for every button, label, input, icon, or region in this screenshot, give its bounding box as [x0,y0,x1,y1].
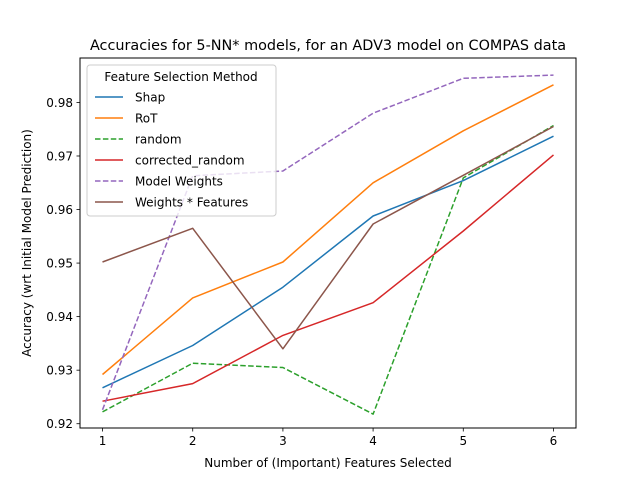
x-tick-label: 2 [189,434,197,448]
y-tick-label: 0.94 [46,310,73,324]
legend-label: corrected_random [135,154,245,168]
x-axis: 1 2 3 4 5 6 [99,428,558,448]
y-tick-label: 0.96 [46,203,73,217]
chart-title: Accuracies for 5-NN* models, for an ADV3… [90,38,566,54]
y-tick-label: 0.93 [46,364,73,378]
legend-label: random [135,133,182,147]
y-axis: 0.92 0.93 0.94 0.95 0.96 0.97 0.98 [46,96,80,431]
legend-label: RoT [135,112,158,126]
y-axis-label: Accuracy (wrt Initial Model Prediction) [20,129,34,357]
y-tick-label: 0.98 [46,96,73,110]
series-line-shap [102,135,554,389]
series-line-random [102,124,554,415]
x-tick-label: 4 [369,434,377,448]
series-line-weights-features [102,125,554,350]
y-tick-label: 0.97 [46,149,73,163]
legend-label: Weights * Features [135,196,248,210]
series-line-rot [102,84,554,376]
x-tick-label: 3 [279,434,287,448]
x-tick-label: 1 [99,434,107,448]
x-tick-label: 6 [550,434,558,448]
x-tick-label: 5 [459,434,467,448]
legend: Feature Selection Method Shap RoT random co… [86,64,277,217]
y-tick-label: 0.95 [46,257,73,271]
legend-label: Model Weights [135,175,223,189]
legend-entries: Shap RoT random corrected_random Model Weigh… [95,91,248,210]
legend-title: Feature Selection Method [104,70,257,84]
plot-frame [79,57,577,429]
legend-box [86,64,277,217]
legend-label: Shap [135,91,165,105]
series-line-corrected-random [102,154,554,402]
x-axis-label: Number of (Important) Features Selected [204,456,452,470]
y-tick-label: 0.92 [46,417,73,431]
